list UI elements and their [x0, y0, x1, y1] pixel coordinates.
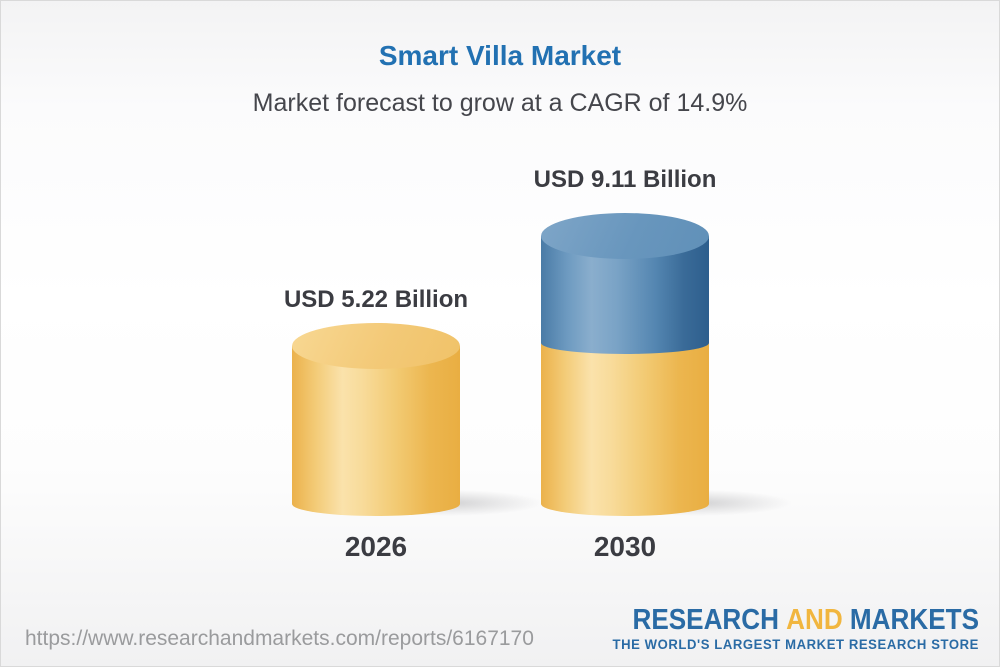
logo-wordmark: RESEARCH AND MARKETS: [633, 605, 979, 635]
logo-word-markets: MARKETS: [849, 604, 979, 636]
bar-2030-top-face: [541, 213, 709, 259]
cylinder-bar-2026: [292, 323, 460, 516]
page-title: Smart Villa Market: [378, 40, 622, 71]
research-and-markets-logo: RESEARCH AND MARKETS THE WORLD'S LARGEST M…: [594, 605, 979, 652]
x-tick-2030: 2030: [593, 531, 657, 562]
bar-2026-body: [292, 346, 460, 516]
value-label-2026: USD 5.22 Billion: [283, 286, 469, 313]
logo-tagline: THE WORLD'S LARGEST MARKET RESEARCH STOR…: [612, 637, 979, 652]
logo-word-and: AND: [786, 604, 843, 636]
bar-2026-top-face: [292, 323, 460, 369]
x-tick-2026: 2026: [344, 531, 408, 562]
value-label-2030: USD 9.11 Billion: [533, 166, 717, 193]
bar-2030-base-segment: [541, 343, 709, 516]
chart-subtitle: Market forecast to grow at a CAGR of 14.…: [252, 89, 748, 117]
logo-word-research: RESEARCH: [632, 604, 779, 636]
cylinder-bar-2030: [541, 213, 709, 516]
report-url: https://www.researchandmarkets.com/repor…: [25, 627, 534, 650]
